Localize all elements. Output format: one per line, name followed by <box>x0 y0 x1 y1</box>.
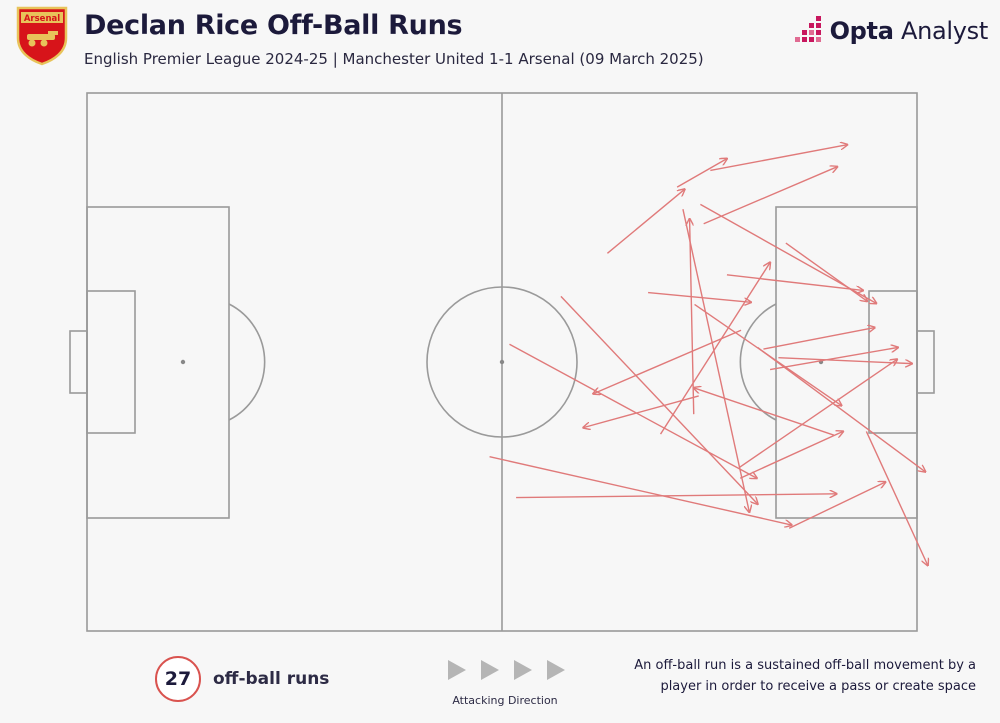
off-ball-run-arrow-11 <box>659 262 771 435</box>
off-ball-run-arrow-4 <box>703 167 838 225</box>
right-penalty-arc <box>739 303 777 421</box>
off-ball-run-arrow-19 <box>757 346 926 471</box>
off-ball-run-arrow-1 <box>606 189 684 254</box>
off-ball-run-arrow-13 <box>560 295 758 504</box>
off-ball-run-arrow-26 <box>865 431 927 565</box>
direction-arrows-icon <box>448 660 565 680</box>
off-ball-run-arrow-15 <box>583 395 699 428</box>
off-ball-run-arrow-21 <box>739 431 843 479</box>
off-ball-run-arrow-20 <box>738 359 897 469</box>
off-ball-run-arrow-22 <box>509 343 756 478</box>
off-ball-run-arrow-10 <box>690 219 695 415</box>
off-ball-run-arrow-7 <box>726 274 863 291</box>
off-ball-run-arrow-9 <box>682 209 749 512</box>
off-ball-run-definition: An off-ball run is a sustained off-ball … <box>634 658 976 694</box>
chart-title: Declan Rice Off-Ball Runs <box>84 10 463 41</box>
run-count-badge: 27 <box>155 656 201 702</box>
left-penalty-area <box>86 206 230 519</box>
centre-spot <box>499 359 505 365</box>
off-ball-run-arrow-2 <box>676 159 727 188</box>
off-ball-run-arrow-14 <box>593 329 742 393</box>
opta-logo-icon <box>794 16 821 42</box>
left-six-yard-box <box>86 290 136 434</box>
right-goal <box>916 330 935 394</box>
left-goal <box>69 330 88 394</box>
run-count-summary: 27 off-ball runs <box>155 656 329 702</box>
off-ball-run-arrow-18 <box>769 347 898 371</box>
arsenal-crest-icon: Arsenal <box>16 6 68 66</box>
run-count-label: off-ball runs <box>213 669 330 689</box>
off-ball-run-arrow-16 <box>763 328 874 350</box>
off-ball-run-arrow-8 <box>648 291 751 303</box>
attacking-direction-label: Attacking Direction <box>452 694 558 707</box>
off-ball-run-arrow-27 <box>694 388 835 436</box>
attacking-direction-indicator: Attacking Direction <box>440 656 570 707</box>
left-penalty-spot <box>180 359 186 365</box>
runs-layer <box>489 145 928 566</box>
off-ball-run-arrow-25 <box>788 482 885 529</box>
left-penalty-arc <box>228 303 266 421</box>
brand-name: Opta Analyst <box>829 17 989 45</box>
off-ball-run-arrow-6 <box>785 242 867 301</box>
crest-text: Arsenal <box>24 14 60 24</box>
off-ball-run-arrow-23 <box>489 456 792 525</box>
chart-subtitle: English Premier League 2024-25 | Manches… <box>84 50 704 68</box>
off-ball-run-arrow-3 <box>710 145 847 172</box>
centre-circle <box>426 286 578 438</box>
opta-analyst-logo: Opta Analyst <box>790 14 988 48</box>
off-ball-run-arrow-24 <box>516 494 836 499</box>
